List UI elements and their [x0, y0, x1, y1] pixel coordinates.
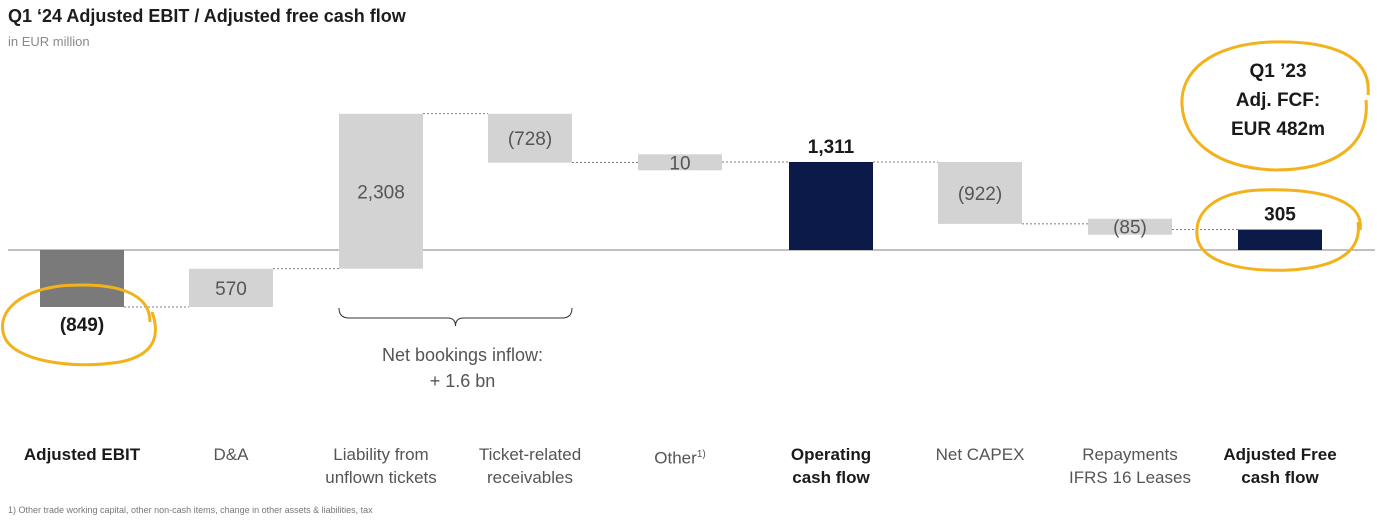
data-label-8: 305 [1264, 205, 1296, 226]
category-label-3: Ticket-related receivables [478, 445, 582, 487]
callout-line-1: Adj. FCF: [1236, 90, 1320, 111]
data-label-6: (922) [958, 184, 1002, 205]
data-label-0: (849) [60, 315, 104, 336]
callout-line-0: Q1 ’23 [1249, 61, 1306, 82]
data-label-5: 1,311 [808, 137, 855, 158]
category-label-2: Liability from unflown tickets [325, 445, 437, 487]
bar-6 [938, 161, 1022, 224]
data-label-7: (85) [1113, 218, 1147, 239]
chart-title: Q1 ‘24 Adjusted EBIT / Adjusted free cas… [8, 6, 406, 26]
category-label-0: Adjusted EBIT [23, 445, 141, 464]
footnote: 1) Other trade working capital, other no… [8, 505, 373, 515]
category-label-1: D&A [213, 445, 249, 464]
bar-5 [789, 161, 873, 250]
category-label-6: Net CAPEX [935, 445, 1025, 464]
category-label-7: Repayments IFRS 16 Leases [1069, 445, 1191, 487]
data-label-3: (728) [508, 129, 552, 150]
highlight-ellipse-fcf [1195, 188, 1362, 272]
highlight-ellipse-ebit [0, 283, 157, 367]
bracket-annotation-line-1: + 1.6 bn [430, 371, 496, 391]
category-label-5: Operating cash flow [790, 445, 872, 487]
data-label-1: 570 [215, 279, 247, 300]
data-label-4: 10 [669, 153, 690, 174]
callout-line-2: EUR 482m [1231, 119, 1325, 140]
bar-8 [1238, 229, 1322, 250]
highlight-ellipse-callout [1180, 40, 1370, 172]
chart-subtitle: in EUR million [8, 34, 90, 49]
bracket-annotation-line-0: Net bookings inflow: [382, 345, 543, 365]
bar-4 [638, 154, 722, 171]
bracket [338, 307, 573, 327]
bar-7 [1088, 218, 1172, 235]
data-label-2: 2,308 [357, 182, 405, 203]
bar-3 [488, 113, 572, 163]
waterfall-chart: (849) 570 2,308 (728) 10 1,311 (922) (85) 305 Net… [0, 40, 1375, 391]
bar-1 [189, 268, 273, 308]
bar-2 [339, 113, 423, 269]
category-label-8: Adjusted Free cash flow [1223, 445, 1337, 487]
bar-0 [40, 250, 124, 308]
category-label-4: Other1) [654, 448, 706, 468]
